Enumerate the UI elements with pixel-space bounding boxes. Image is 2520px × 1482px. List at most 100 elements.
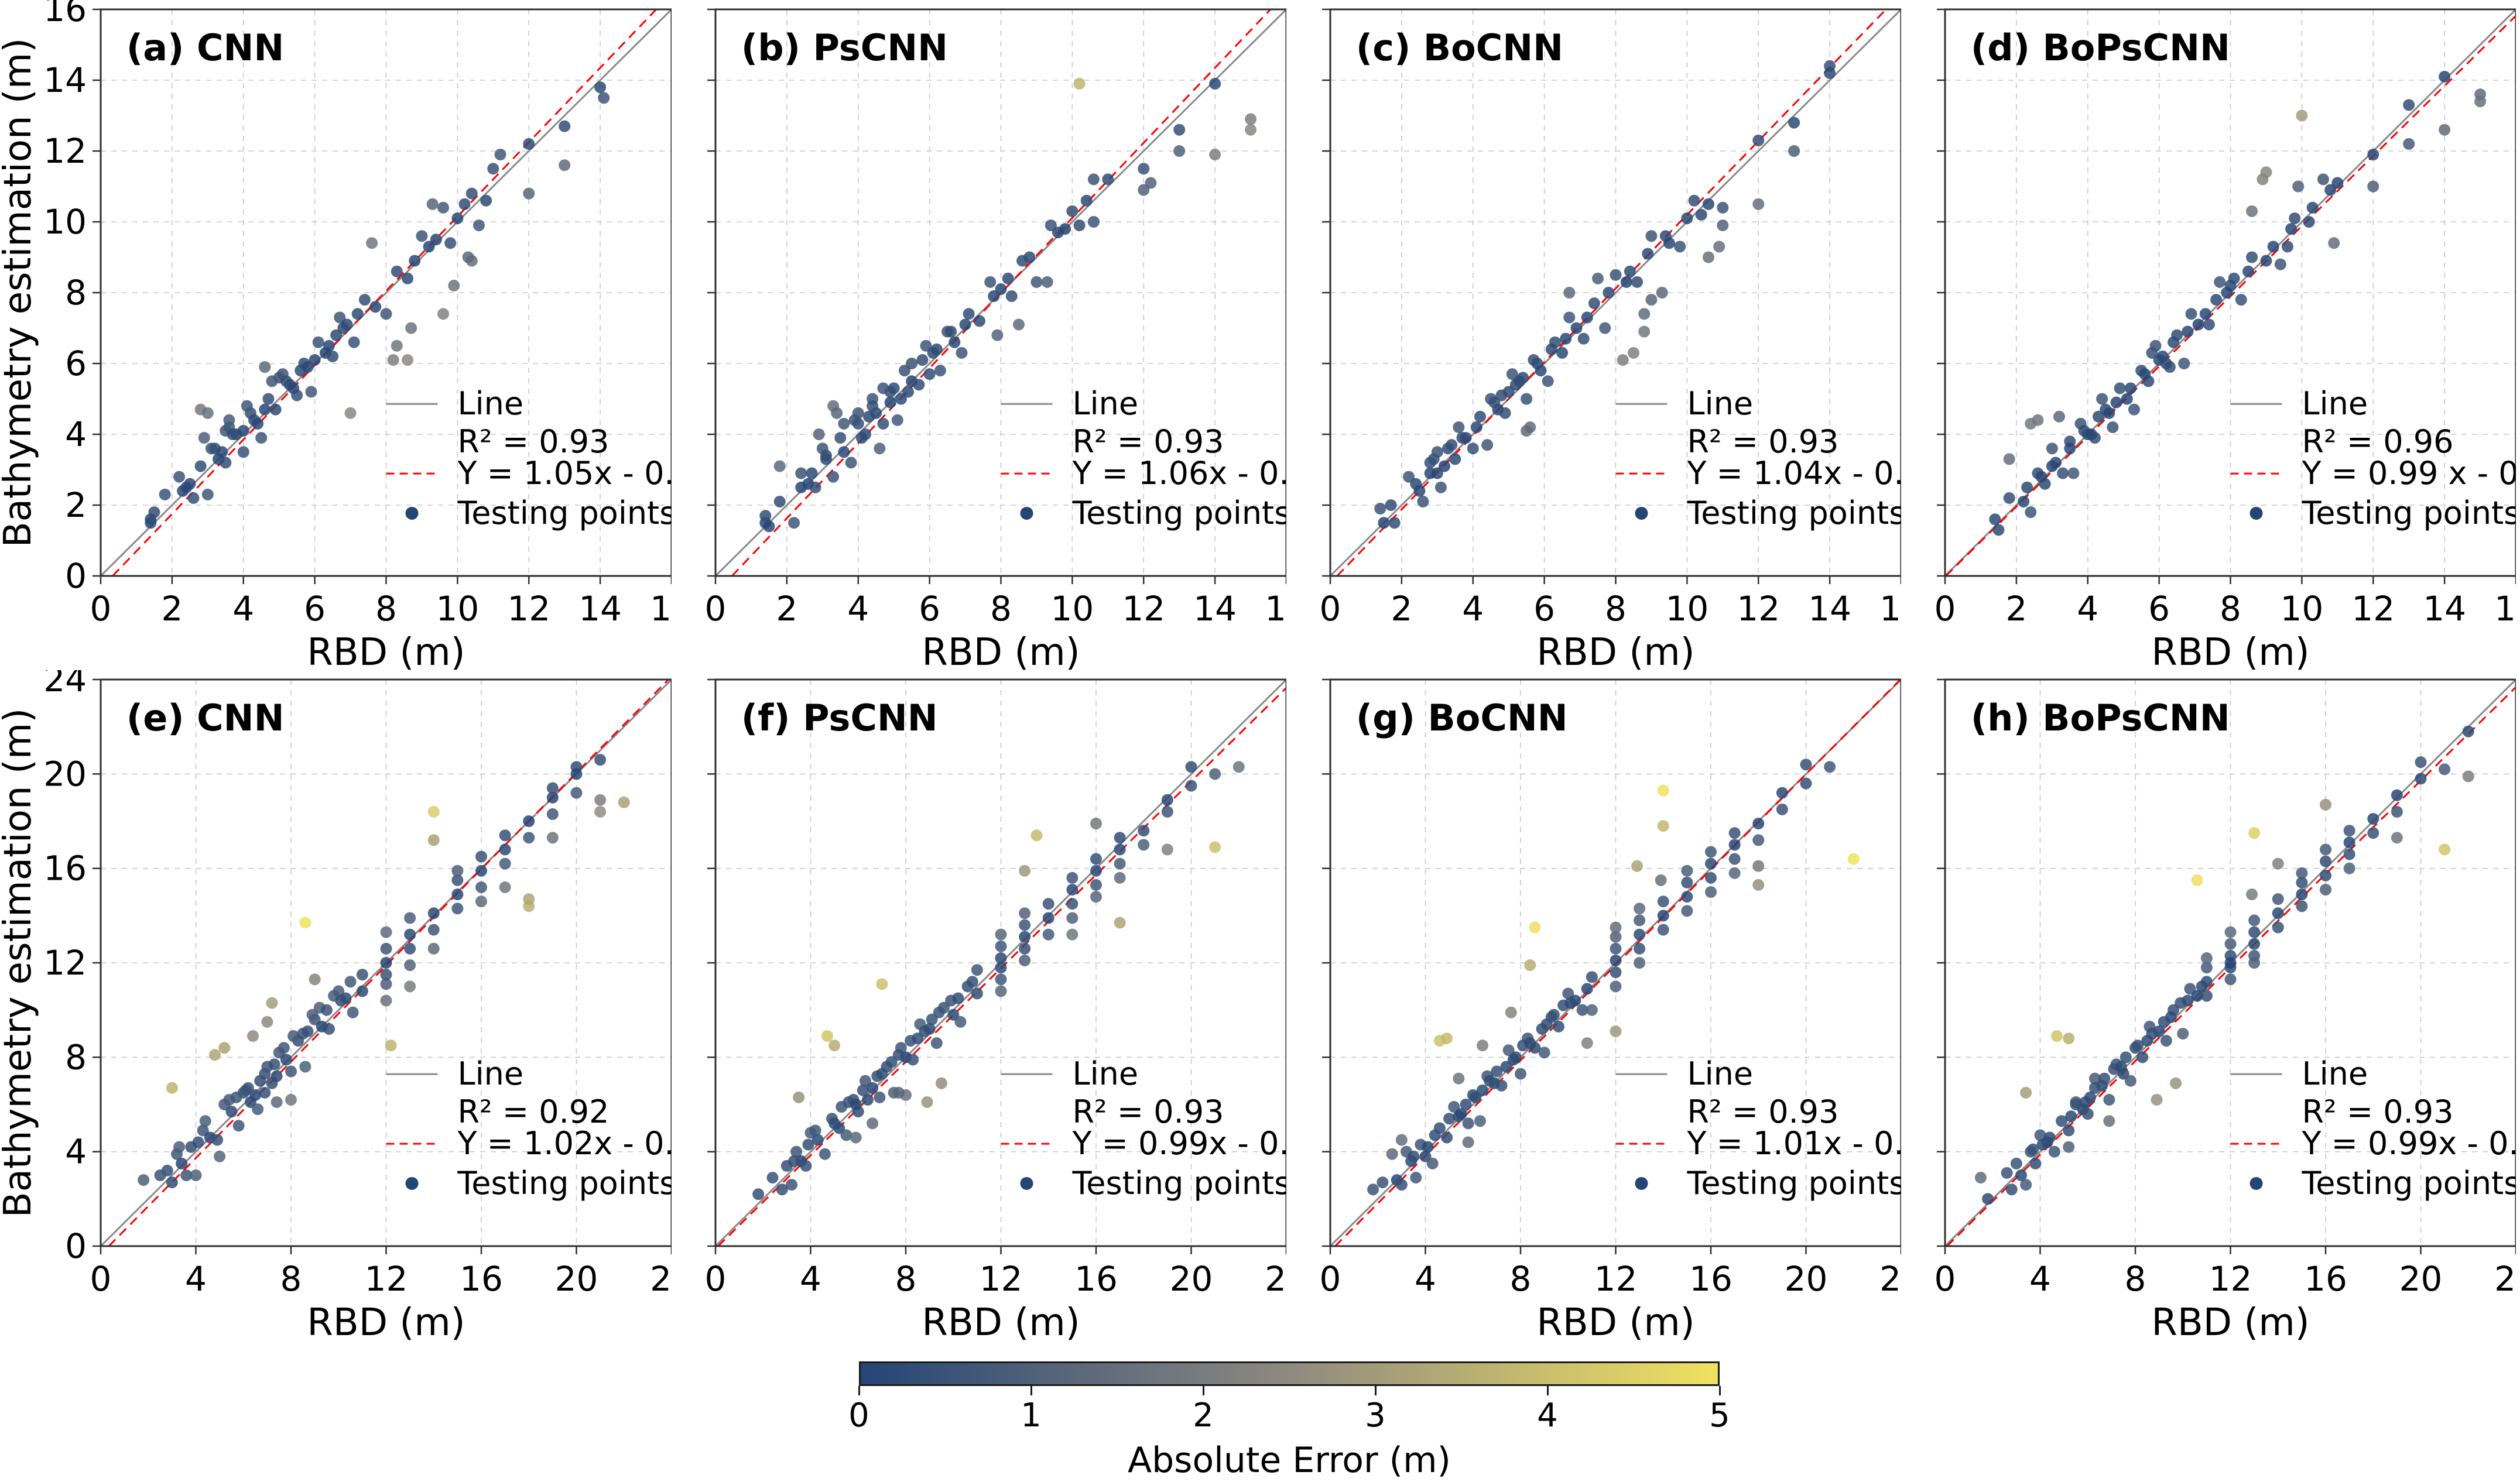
data-point	[1367, 1183, 1379, 1196]
data-point	[1410, 1172, 1422, 1184]
x-tick-label: 16	[1074, 1259, 1118, 1299]
data-point	[1087, 216, 1100, 228]
data-point	[1499, 407, 1511, 419]
legend-points-label: Testing points	[2302, 1165, 2516, 1202]
data-point	[232, 1120, 245, 1132]
x-tick-label: 4	[232, 589, 254, 629]
data-point	[831, 407, 843, 419]
data-point	[216, 446, 228, 458]
data-point	[1592, 272, 1604, 284]
data-point	[423, 241, 435, 253]
data-point	[2199, 308, 2211, 320]
data-point	[1467, 442, 1479, 455]
data-point	[1453, 1072, 1465, 1085]
data-point	[809, 1124, 821, 1137]
data-point	[1446, 439, 1458, 451]
y-tick-label: 6	[65, 344, 87, 383]
data-point	[1634, 957, 1646, 969]
data-point	[891, 414, 903, 426]
data-point	[1019, 954, 1031, 966]
legend-points-marker	[2249, 1176, 2263, 1190]
data-point	[173, 471, 186, 483]
data-point	[404, 959, 416, 972]
data-point	[2005, 1183, 2018, 1196]
data-point	[1422, 1141, 1434, 1153]
data-point	[2320, 855, 2331, 867]
legend-points-marker	[405, 1176, 419, 1190]
data-point	[862, 1093, 874, 1106]
data-point	[173, 1141, 186, 1153]
data-point	[330, 329, 343, 341]
data-point	[1245, 113, 1257, 125]
data-point	[1448, 1101, 1460, 1113]
data-point	[2064, 442, 2076, 455]
data-point	[570, 768, 583, 780]
data-point	[271, 1096, 283, 1108]
data-point	[427, 924, 440, 936]
data-point	[995, 985, 1007, 997]
x-tick-label: 12	[507, 589, 550, 629]
data-point	[2132, 1040, 2144, 1052]
data-point	[1507, 1054, 1519, 1066]
data-point	[1114, 917, 1126, 929]
legend-points-marker	[1635, 1176, 1648, 1190]
colorbar-tick-labels: 0 1 2 3 4 5	[848, 1397, 1730, 1438]
data-point	[327, 350, 339, 362]
legend-fit-label: Y = 1.06x - 0.49	[1072, 455, 1287, 492]
data-point	[1776, 803, 1788, 815]
data-point	[2246, 205, 2258, 217]
data-point	[1529, 921, 1541, 934]
data-point	[214, 1150, 226, 1162]
data-point	[1500, 1061, 1512, 1073]
data-point	[380, 957, 392, 969]
data-point	[773, 460, 786, 472]
data-point	[2228, 272, 2240, 284]
data-point	[2088, 1072, 2101, 1085]
data-point	[380, 969, 392, 981]
data-point	[1610, 980, 1622, 993]
legend-points-marker	[1020, 506, 1033, 520]
x-tick-label: 4	[847, 589, 869, 629]
data-point	[426, 198, 439, 210]
data-point	[430, 234, 442, 246]
data-point	[305, 386, 317, 398]
data-point	[2057, 467, 2069, 479]
data-point	[546, 808, 559, 820]
data-point	[802, 1138, 814, 1151]
data-point	[523, 893, 535, 905]
legend-r2-label: R² = 0.92	[458, 1093, 610, 1130]
data-point	[2439, 70, 2451, 83]
data-point	[1388, 517, 1401, 529]
data-point	[1631, 860, 1644, 872]
data-point	[2035, 471, 2048, 483]
data-point	[1491, 1065, 1503, 1078]
data-point	[1674, 241, 1686, 253]
data-point	[1042, 928, 1054, 941]
data-point	[1502, 1044, 1515, 1056]
data-point	[2246, 251, 2258, 263]
data-point	[201, 407, 214, 419]
legend-fit-label: Y = 0.99 x - 0.02	[2302, 455, 2516, 492]
legend-line-label: Line	[1687, 1055, 1754, 1092]
data-point	[786, 1179, 797, 1191]
colorbar-tick	[1719, 1386, 1721, 1395]
data-point	[1090, 891, 1102, 903]
y-tick-label: 0	[65, 1226, 87, 1266]
x-tick-label: 24	[1879, 1259, 1901, 1299]
data-point	[2015, 1169, 2027, 1181]
x-tick-label: 0	[705, 1259, 727, 1299]
data-point	[269, 403, 282, 416]
data-point	[241, 400, 253, 412]
x-axis-label: RBD (m)	[1536, 631, 1694, 670]
data-point	[863, 410, 875, 423]
data-point	[2462, 770, 2474, 783]
x-tick-label: 16	[2494, 589, 2516, 629]
data-point	[828, 1117, 841, 1130]
data-point	[1581, 1037, 1593, 1049]
data-point	[2120, 1051, 2132, 1064]
data-point	[1728, 839, 1741, 851]
data-point	[1374, 503, 1386, 515]
data-point	[898, 365, 910, 377]
data-point	[2018, 495, 2030, 507]
